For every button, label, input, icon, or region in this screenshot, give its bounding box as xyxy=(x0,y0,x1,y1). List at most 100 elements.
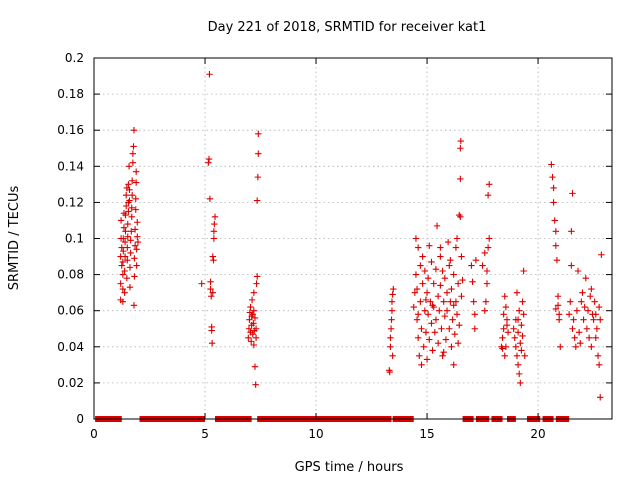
data-point xyxy=(208,339,216,347)
x-tick-label: 15 xyxy=(419,427,434,441)
data-point xyxy=(125,163,133,170)
data-point xyxy=(468,262,475,269)
y-tick-label: 0.1 xyxy=(65,232,84,246)
data-point xyxy=(484,244,492,251)
data-point xyxy=(414,311,422,318)
data-point xyxy=(499,334,506,341)
data-point xyxy=(119,298,127,305)
data-point xyxy=(420,343,427,350)
data-point xyxy=(551,217,558,224)
data-point xyxy=(582,275,589,282)
data-point xyxy=(128,177,136,184)
data-point xyxy=(501,293,508,300)
data-point xyxy=(502,303,510,311)
data-point xyxy=(578,298,585,305)
data-point xyxy=(118,262,125,269)
x-axis-label: GPS time / hours xyxy=(295,460,404,475)
data-point xyxy=(454,280,462,287)
data-point xyxy=(510,325,517,332)
data-point xyxy=(245,334,252,341)
data-point xyxy=(479,262,486,269)
data-point xyxy=(418,325,425,332)
data-point xyxy=(513,352,521,360)
data-point xyxy=(119,285,127,293)
data-point xyxy=(587,293,594,300)
data-point xyxy=(437,253,444,260)
data-point xyxy=(577,339,584,347)
data-point xyxy=(591,298,598,305)
data-point xyxy=(389,291,396,298)
data-point xyxy=(134,219,141,226)
data-point xyxy=(481,249,488,257)
data-point xyxy=(431,329,439,336)
data-point xyxy=(427,298,434,305)
data-point xyxy=(500,325,507,332)
data-point xyxy=(469,278,476,286)
data-point xyxy=(127,249,134,257)
data-point xyxy=(457,213,464,221)
data-point xyxy=(518,347,525,354)
data-point xyxy=(486,181,493,188)
data-point xyxy=(504,329,512,336)
data-point xyxy=(422,296,430,304)
data-point xyxy=(567,298,574,305)
data-point xyxy=(210,235,218,242)
data-point xyxy=(128,213,135,221)
data-point xyxy=(555,311,563,318)
data-point xyxy=(483,267,491,275)
data-point xyxy=(124,233,131,240)
data-point xyxy=(575,329,583,336)
data-point xyxy=(588,285,595,293)
data-point xyxy=(500,311,507,318)
data-point xyxy=(429,302,436,309)
data-point xyxy=(422,329,430,336)
data-point xyxy=(419,280,426,287)
y-tick-label: 0.16 xyxy=(57,123,84,137)
data-point xyxy=(388,298,396,305)
data-point xyxy=(428,320,435,327)
data-point xyxy=(410,303,417,311)
data-point xyxy=(128,228,135,235)
data-point xyxy=(209,253,216,260)
data-point xyxy=(572,343,580,350)
data-point xyxy=(436,307,443,314)
x-tick-label: 10 xyxy=(308,427,323,441)
data-point xyxy=(554,293,562,300)
data-point xyxy=(484,191,492,199)
data-point xyxy=(245,325,253,332)
data-point xyxy=(255,130,262,138)
y-tick-label: 0.12 xyxy=(57,195,84,209)
data-point xyxy=(570,316,577,323)
data-point xyxy=(133,262,140,269)
data-point xyxy=(429,347,436,354)
data-point xyxy=(571,334,578,341)
data-point xyxy=(198,280,205,287)
data-point xyxy=(252,381,259,388)
data-point xyxy=(517,379,524,387)
data-point xyxy=(503,316,511,323)
data-point xyxy=(253,273,261,280)
data-point xyxy=(452,298,460,305)
data-point xyxy=(416,352,423,360)
data-point xyxy=(437,282,444,289)
data-point xyxy=(592,334,599,341)
data-point xyxy=(441,312,449,320)
x-tick-label: 0 xyxy=(90,427,98,441)
data-point xyxy=(446,262,453,269)
data-point xyxy=(440,298,447,305)
data-point xyxy=(119,271,127,278)
data-point xyxy=(423,356,431,363)
data-point xyxy=(552,242,560,249)
data-point xyxy=(457,145,464,152)
data-point xyxy=(413,285,421,293)
data-point xyxy=(593,325,601,332)
data-point xyxy=(514,361,522,369)
data-point xyxy=(471,311,478,318)
data-point xyxy=(417,262,424,269)
data-point xyxy=(592,311,599,318)
data-point xyxy=(581,303,588,311)
data-point xyxy=(514,316,522,323)
chart-title: Day 221 of 2018, SRMTID for receiver kat… xyxy=(208,20,487,35)
data-point xyxy=(502,343,510,350)
data-point xyxy=(442,336,450,343)
